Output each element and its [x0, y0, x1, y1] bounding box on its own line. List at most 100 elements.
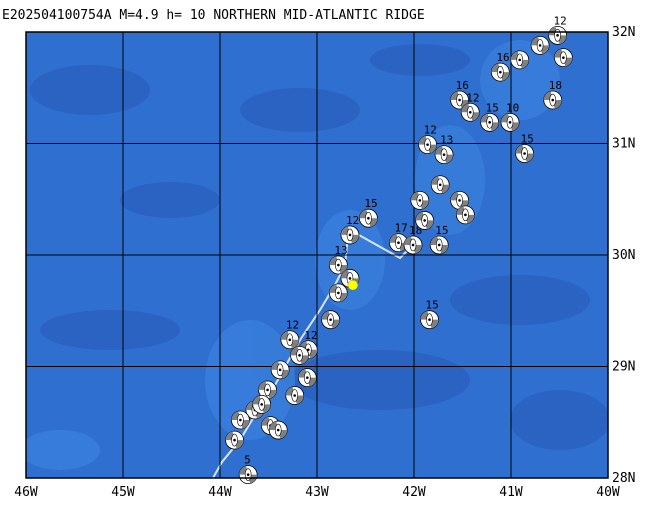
focal-mechanism — [290, 345, 309, 365]
beachball-quadrant — [285, 386, 304, 405]
beachball-axis — [468, 110, 472, 114]
focal-mechanism — [270, 360, 290, 380]
focal-mechanism: 16 — [450, 79, 469, 110]
beachball-axis — [518, 58, 522, 62]
beachball-axis — [488, 121, 491, 124]
beachball-quadrant — [298, 368, 317, 387]
beachball-quadrant — [258, 381, 277, 399]
beachball-axis — [423, 219, 426, 222]
epicenter — [347, 279, 359, 291]
x-tick-label: 41W — [499, 485, 523, 500]
y-tick-label: 29N — [612, 360, 635, 375]
focal-mechanism — [430, 175, 450, 195]
x-tick-label: 42W — [402, 485, 426, 500]
focal-mechanism: 17 — [389, 222, 408, 253]
beachball-axis — [329, 318, 332, 321]
depth-label: 13 — [334, 244, 347, 257]
beachball-quadrant — [271, 361, 290, 379]
focal-mechanism: 13 — [328, 244, 348, 275]
beachball-axis — [562, 56, 565, 59]
beachball-axis — [556, 34, 559, 37]
depth-label: 12 — [466, 91, 479, 104]
depth-label: 5 — [244, 454, 251, 467]
beachball-axis — [458, 98, 461, 102]
focal-mechanism: 15 — [359, 197, 378, 228]
beachball-quadrant — [269, 421, 288, 439]
depth-label: 15 — [364, 197, 377, 210]
beachball-axis — [298, 354, 301, 357]
beachball-quadrant — [450, 191, 469, 210]
beachball-axis — [442, 153, 446, 156]
depth-label: 12 — [554, 14, 567, 27]
depth-label: 12 — [424, 124, 437, 137]
depth-label: 12 — [304, 329, 317, 342]
beachball-quadrant — [404, 236, 423, 254]
focal-mechanism — [415, 211, 435, 230]
depth-label: 13 — [440, 134, 453, 147]
focal-mechanism — [225, 430, 244, 450]
beachball-quadrant — [299, 340, 318, 359]
title: E202504100754A M=4.9 h= 10 NORTHERN MID-… — [2, 8, 425, 23]
y-tick-label: 28N — [612, 471, 635, 486]
beachball-quadrant — [450, 91, 469, 109]
x-tick-label: 44W — [208, 485, 232, 500]
depth-label: 12 — [346, 214, 359, 227]
focal-mechanism: 12 — [418, 124, 437, 155]
beachball-axis — [438, 183, 442, 187]
beachball-axis — [260, 403, 264, 406]
focal-mechanism — [321, 310, 340, 330]
depth-label: 16 — [496, 51, 509, 64]
focal-mechanism: 12 — [548, 14, 567, 45]
beachball-axis — [538, 44, 542, 47]
beachball-axis — [348, 277, 352, 280]
beachball-quadrant — [531, 36, 550, 55]
beachball-axis — [239, 418, 242, 422]
focal-mechanism: 12 — [280, 319, 300, 350]
beachball-axis — [464, 213, 467, 217]
y-tick-label: 31N — [612, 137, 635, 152]
x-tick-label: 45W — [111, 485, 135, 500]
focal-mechanism — [510, 50, 530, 70]
beachball-quadrant — [329, 284, 348, 302]
beachball-quadrant — [435, 145, 454, 164]
beachball-axis — [233, 438, 236, 442]
focal-mechanism — [230, 410, 250, 430]
beachball-axis — [337, 263, 340, 267]
beachball-axis — [246, 473, 250, 476]
beachball-quadrant — [225, 431, 244, 449]
beachball-quadrant — [456, 206, 475, 224]
focal-mechanism — [328, 283, 348, 303]
beachball-axis — [397, 241, 400, 245]
depth-label: 17 — [394, 222, 407, 235]
beachball-axis — [348, 233, 352, 237]
focal-mechanism: 13 — [434, 134, 454, 165]
beachball-axis — [411, 243, 415, 247]
focal-mechanism: 12 — [298, 329, 318, 360]
focal-mechanism — [410, 190, 430, 210]
depth-label: 15 — [435, 224, 448, 237]
beachball-axis — [426, 143, 429, 146]
beachball-axis — [499, 70, 502, 74]
focal-mechanism: 18 — [543, 79, 563, 110]
focal-mechanism: 15 — [515, 133, 534, 163]
beachball-axis — [508, 121, 512, 124]
beachball-quadrant — [554, 48, 573, 67]
beachball-axis — [523, 152, 526, 155]
focal-mechanism: 12 — [340, 214, 360, 245]
beachball-quadrant — [329, 256, 348, 274]
focal-mechanism: 10 — [500, 101, 520, 132]
beachball-quadrant — [410, 191, 429, 210]
beachball-axis — [278, 368, 282, 372]
depth-label: 15 — [426, 299, 439, 312]
beachball-axis — [418, 199, 422, 202]
beachball-quadrant — [280, 330, 299, 349]
beachball-axis — [458, 199, 461, 202]
focal-mechanism: 18 — [403, 224, 423, 255]
depth-label: 18 — [549, 79, 562, 92]
beachball-axis — [428, 318, 431, 321]
beachball-quadrant — [415, 211, 434, 230]
beachball-quadrant — [461, 103, 480, 122]
beachball-axis — [437, 243, 441, 247]
focal-mechanism: 15 — [420, 299, 439, 330]
